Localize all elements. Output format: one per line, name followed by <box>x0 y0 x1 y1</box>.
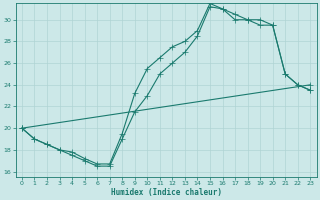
X-axis label: Humidex (Indice chaleur): Humidex (Indice chaleur) <box>111 188 221 197</box>
